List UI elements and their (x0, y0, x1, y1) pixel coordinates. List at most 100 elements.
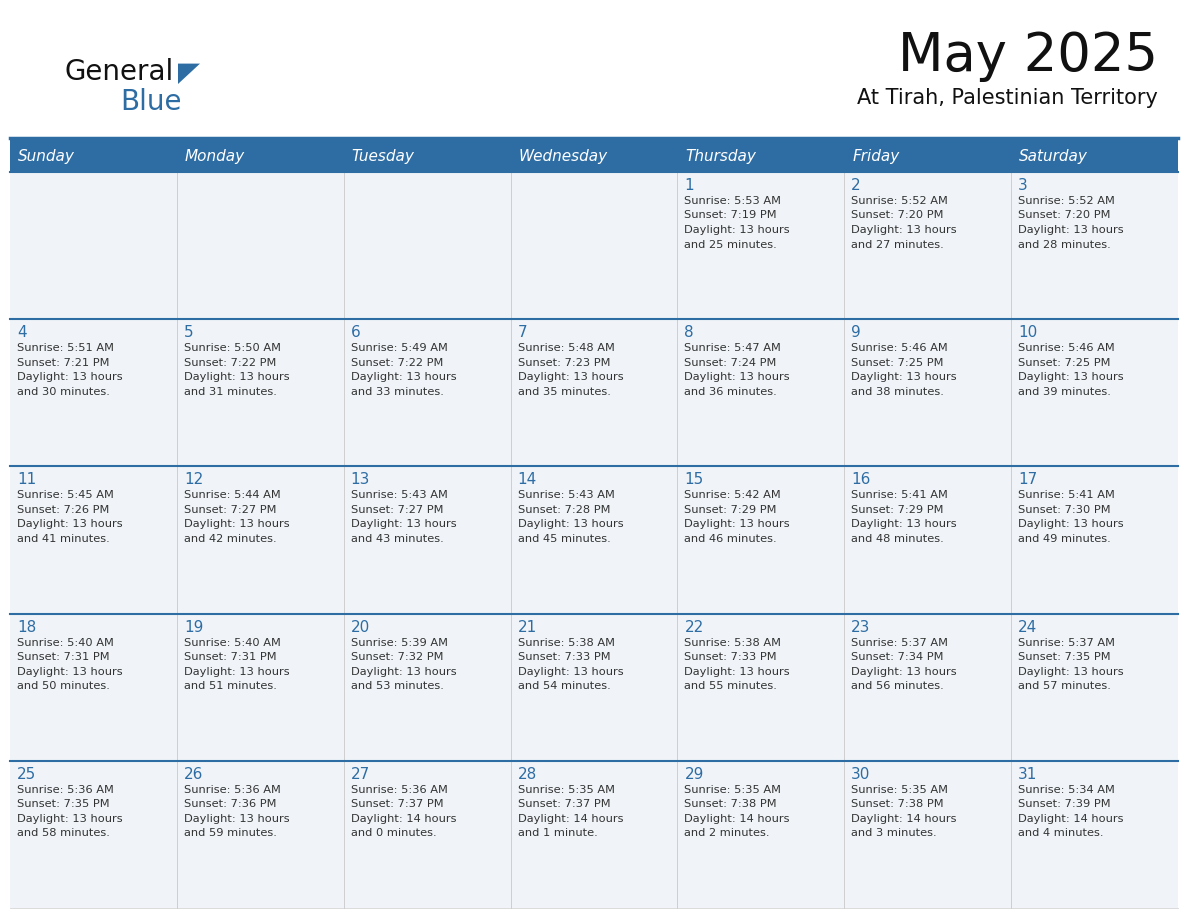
Bar (177, 466, 343, 613)
Bar (10, 761, 177, 908)
Text: 21: 21 (518, 620, 537, 634)
Text: 9: 9 (852, 325, 861, 341)
Text: Sunset: 7:20 PM: Sunset: 7:20 PM (1018, 210, 1111, 220)
Text: and 43 minutes.: and 43 minutes. (350, 534, 443, 543)
Text: Sunset: 7:31 PM: Sunset: 7:31 PM (17, 652, 109, 662)
Text: Daylight: 14 hours: Daylight: 14 hours (350, 813, 456, 823)
Text: Sunrise: 5:52 AM: Sunrise: 5:52 AM (852, 196, 948, 206)
Text: Sunset: 7:22 PM: Sunset: 7:22 PM (184, 358, 277, 368)
Text: and 48 minutes.: and 48 minutes. (852, 534, 944, 543)
Text: Sunrise: 5:45 AM: Sunrise: 5:45 AM (17, 490, 114, 500)
Bar (511, 761, 677, 908)
Text: Sunset: 7:31 PM: Sunset: 7:31 PM (184, 652, 277, 662)
Bar (10, 140, 177, 172)
Text: Sunrise: 5:53 AM: Sunrise: 5:53 AM (684, 196, 782, 206)
Text: Sunrise: 5:46 AM: Sunrise: 5:46 AM (1018, 343, 1114, 353)
Text: Sunrise: 5:51 AM: Sunrise: 5:51 AM (17, 343, 114, 353)
Text: and 28 minutes.: and 28 minutes. (1018, 240, 1111, 250)
Bar (343, 319, 511, 466)
Text: Daylight: 13 hours: Daylight: 13 hours (1018, 372, 1124, 382)
Text: Daylight: 13 hours: Daylight: 13 hours (518, 520, 624, 530)
Bar (177, 172, 343, 319)
Text: Daylight: 13 hours: Daylight: 13 hours (184, 666, 290, 677)
Text: and 25 minutes.: and 25 minutes. (684, 240, 777, 250)
Bar (1011, 761, 1178, 908)
Text: Sunset: 7:35 PM: Sunset: 7:35 PM (1018, 652, 1111, 662)
Text: Monday: Monday (185, 149, 245, 163)
Text: Thursday: Thursday (685, 149, 757, 163)
Bar (845, 466, 1011, 613)
Bar (1011, 172, 1178, 319)
Bar (343, 466, 511, 613)
Bar (1011, 613, 1178, 761)
Text: Sunrise: 5:38 AM: Sunrise: 5:38 AM (684, 638, 782, 647)
Text: 11: 11 (17, 473, 37, 487)
Bar (10, 319, 177, 466)
Text: Sunrise: 5:44 AM: Sunrise: 5:44 AM (184, 490, 280, 500)
Text: Daylight: 13 hours: Daylight: 13 hours (684, 225, 790, 235)
Text: Sunset: 7:27 PM: Sunset: 7:27 PM (350, 505, 443, 515)
Text: and 38 minutes.: and 38 minutes. (852, 386, 944, 397)
Bar (177, 319, 343, 466)
Text: and 59 minutes.: and 59 minutes. (184, 828, 277, 838)
Text: Sunrise: 5:36 AM: Sunrise: 5:36 AM (350, 785, 448, 795)
Text: Daylight: 13 hours: Daylight: 13 hours (518, 372, 624, 382)
Text: 12: 12 (184, 473, 203, 487)
Text: Sunrise: 5:43 AM: Sunrise: 5:43 AM (350, 490, 448, 500)
Bar (1011, 466, 1178, 613)
Text: Sunset: 7:26 PM: Sunset: 7:26 PM (17, 505, 109, 515)
Text: and 50 minutes.: and 50 minutes. (17, 681, 109, 691)
Text: Sunset: 7:21 PM: Sunset: 7:21 PM (17, 358, 109, 368)
Text: 10: 10 (1018, 325, 1037, 341)
Text: and 51 minutes.: and 51 minutes. (184, 681, 277, 691)
Bar (10, 466, 177, 613)
Bar (511, 172, 677, 319)
Text: and 3 minutes.: and 3 minutes. (852, 828, 937, 838)
Text: Sunrise: 5:49 AM: Sunrise: 5:49 AM (350, 343, 448, 353)
Text: Sunset: 7:30 PM: Sunset: 7:30 PM (1018, 505, 1111, 515)
Text: 4: 4 (17, 325, 26, 341)
Text: Sunset: 7:35 PM: Sunset: 7:35 PM (17, 800, 109, 810)
Text: Sunrise: 5:37 AM: Sunrise: 5:37 AM (1018, 638, 1116, 647)
Text: and 56 minutes.: and 56 minutes. (852, 681, 944, 691)
Text: and 1 minute.: and 1 minute. (518, 828, 598, 838)
Text: Daylight: 13 hours: Daylight: 13 hours (184, 520, 290, 530)
Text: Sunset: 7:32 PM: Sunset: 7:32 PM (350, 652, 443, 662)
Text: Daylight: 14 hours: Daylight: 14 hours (852, 813, 956, 823)
Text: Sunrise: 5:42 AM: Sunrise: 5:42 AM (684, 490, 782, 500)
Text: Daylight: 13 hours: Daylight: 13 hours (17, 813, 122, 823)
Text: Sunrise: 5:35 AM: Sunrise: 5:35 AM (518, 785, 614, 795)
Text: Sunset: 7:36 PM: Sunset: 7:36 PM (184, 800, 277, 810)
Text: Sunrise: 5:35 AM: Sunrise: 5:35 AM (852, 785, 948, 795)
Text: Daylight: 13 hours: Daylight: 13 hours (684, 520, 790, 530)
Text: Daylight: 13 hours: Daylight: 13 hours (17, 520, 122, 530)
Text: 2: 2 (852, 178, 861, 193)
Text: Sunset: 7:37 PM: Sunset: 7:37 PM (518, 800, 611, 810)
Text: and 39 minutes.: and 39 minutes. (1018, 386, 1111, 397)
Bar (343, 172, 511, 319)
Text: 1: 1 (684, 178, 694, 193)
Text: 27: 27 (350, 767, 369, 782)
Text: Daylight: 14 hours: Daylight: 14 hours (1018, 813, 1124, 823)
Bar (511, 319, 677, 466)
Text: 31: 31 (1018, 767, 1037, 782)
Text: Sunrise: 5:36 AM: Sunrise: 5:36 AM (184, 785, 280, 795)
Text: Sunset: 7:38 PM: Sunset: 7:38 PM (684, 800, 777, 810)
Text: Daylight: 13 hours: Daylight: 13 hours (1018, 225, 1124, 235)
Text: and 2 minutes.: and 2 minutes. (684, 828, 770, 838)
Bar (177, 613, 343, 761)
Text: Sunset: 7:23 PM: Sunset: 7:23 PM (518, 358, 611, 368)
Text: 22: 22 (684, 620, 703, 634)
Text: 28: 28 (518, 767, 537, 782)
Text: Sunrise: 5:48 AM: Sunrise: 5:48 AM (518, 343, 614, 353)
Text: and 55 minutes.: and 55 minutes. (684, 681, 777, 691)
Bar (511, 613, 677, 761)
Text: Sunset: 7:39 PM: Sunset: 7:39 PM (1018, 800, 1111, 810)
Text: 25: 25 (17, 767, 37, 782)
Text: 14: 14 (518, 473, 537, 487)
Text: and 58 minutes.: and 58 minutes. (17, 828, 109, 838)
Bar (845, 319, 1011, 466)
Text: Sunrise: 5:41 AM: Sunrise: 5:41 AM (1018, 490, 1116, 500)
Text: Daylight: 13 hours: Daylight: 13 hours (350, 520, 456, 530)
Text: Sunrise: 5:40 AM: Sunrise: 5:40 AM (17, 638, 114, 647)
